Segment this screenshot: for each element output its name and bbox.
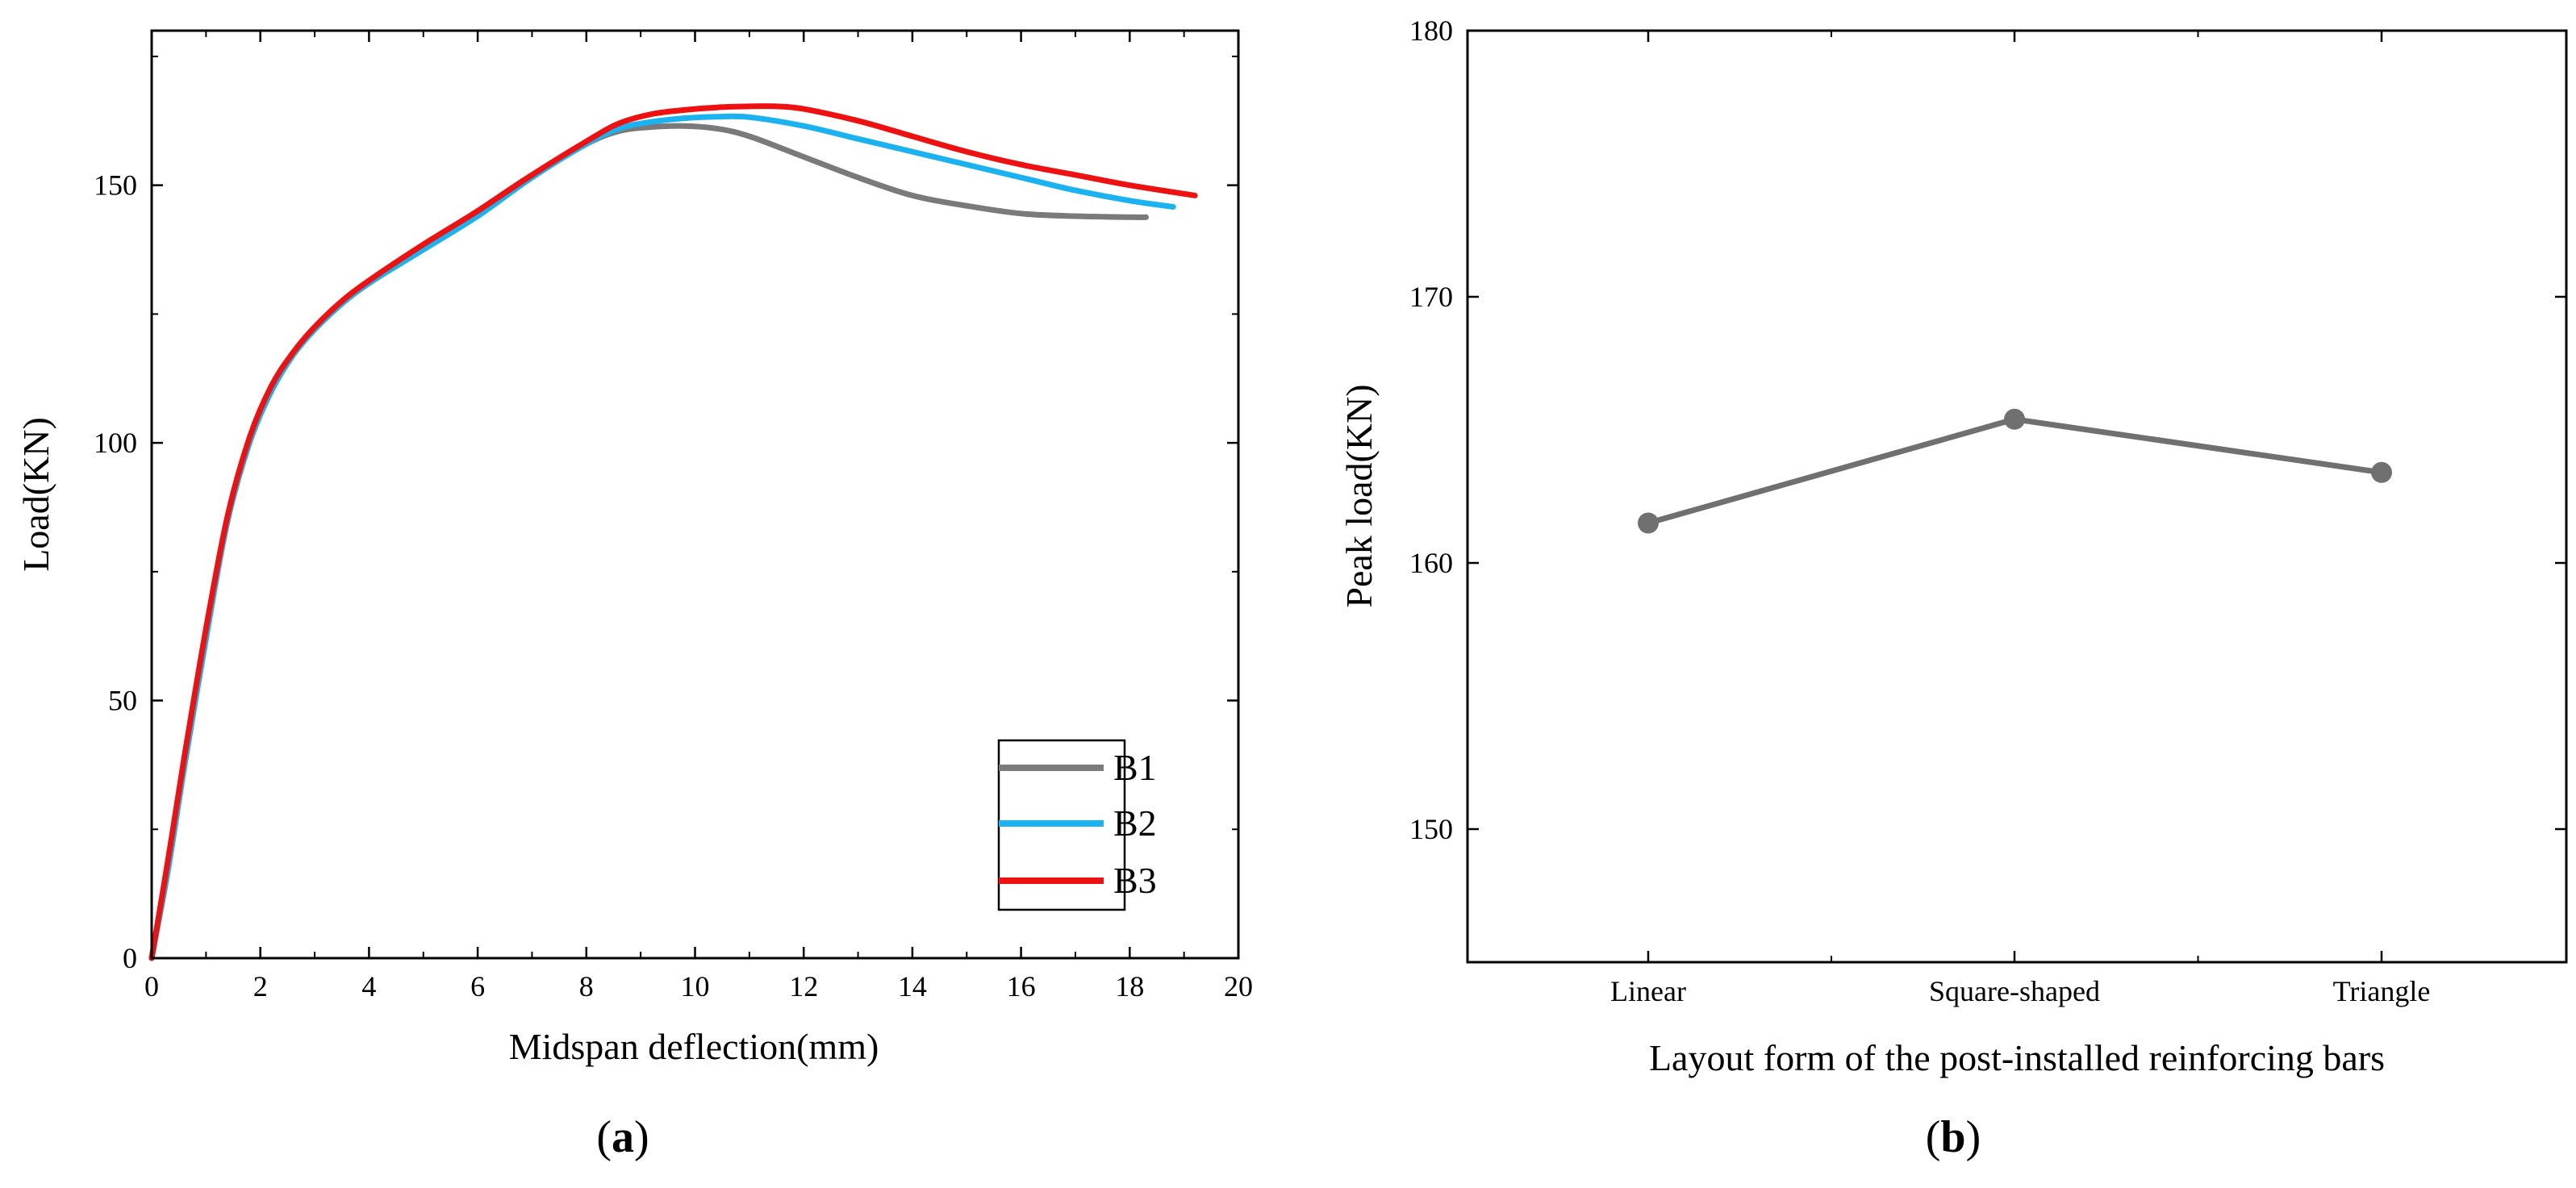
x-tick-label: 2 [253, 970, 268, 1003]
panel-b-series-group [1638, 408, 2392, 534]
x-tick-label: 10 [681, 970, 710, 1003]
x-tick-label: 4 [361, 970, 376, 1003]
x-tick-label: 14 [898, 970, 927, 1003]
legend: B1 B2 B3 [997, 739, 1157, 911]
series-line-b1 [148, 123, 1149, 961]
peak-load-point-linear [1638, 512, 1659, 534]
y-tick-label: 150 [94, 169, 137, 202]
x-category-label: Triangle [2333, 975, 2431, 1007]
legend-label-b1: B1 [1113, 747, 1157, 788]
y-tick-label: 180 [1409, 15, 1453, 47]
series-line-b3 [148, 103, 1198, 961]
x-tick-label: 16 [1007, 970, 1036, 1003]
y-tick-label: 50 [108, 685, 137, 717]
x-tick-label: 18 [1115, 970, 1144, 1003]
panel-b-y-axis-title: Peak load(KN) [1338, 384, 1380, 607]
panel-b-plot-frame [1466, 29, 2568, 964]
legend-label-b2: B2 [1113, 802, 1157, 844]
panel-a-x-axis-title: Midspan deflection(mm) [509, 1026, 879, 1067]
panel-a-label-close: ) [634, 1112, 649, 1162]
x-category-label: Square-shaped [1929, 975, 2100, 1007]
x-category-label: Linear [1610, 975, 1686, 1007]
panel-b-label-close: ) [1966, 1112, 1981, 1162]
panel-a-series-group [148, 103, 1198, 961]
y-tick-label: 170 [1409, 281, 1453, 313]
panel-a-label: (a) [596, 1112, 649, 1162]
panel-a-label-letter: a [612, 1112, 634, 1162]
y-tick-label: 0 [123, 942, 137, 974]
peak-load-point-triangle [2371, 461, 2392, 483]
peak-load-point-square-shaped [2004, 408, 2025, 430]
y-tick-label: 150 [1409, 813, 1453, 845]
x-tick-label: 6 [470, 970, 485, 1003]
panel-a-chart: 0 2 4 6 8 10 12 14 16 18 20 0 50 100 150 Midspan defle… [15, 29, 1253, 1162]
x-tick-label: 20 [1224, 970, 1253, 1003]
panel-a-label-open: ( [596, 1112, 612, 1162]
panel-a-ticks: 0 2 4 6 8 10 12 14 16 18 20 0 50 100 150 [94, 31, 1253, 1003]
x-tick-label: 8 [579, 970, 594, 1003]
panel-a-y-axis-title: Load(KN) [15, 417, 56, 572]
x-tick-label: 0 [144, 970, 159, 1003]
peak-load-line [1647, 416, 2382, 526]
y-tick-label: 100 [94, 427, 137, 459]
panel-b-x-axis-title: Layout form of the post-installed reinfo… [1649, 1037, 2385, 1078]
panel-b-ticks: 150 160 170 180 Linear Square-shaped Triangle [1409, 15, 2566, 1007]
x-tick-label: 12 [789, 970, 818, 1003]
panel-b-label-letter: b [1940, 1112, 1965, 1162]
panel-b-label: (b) [1926, 1112, 1981, 1162]
y-tick-label: 160 [1409, 547, 1453, 579]
legend-label-b3: B3 [1113, 860, 1157, 901]
panel-b-label-open: ( [1926, 1112, 1941, 1162]
